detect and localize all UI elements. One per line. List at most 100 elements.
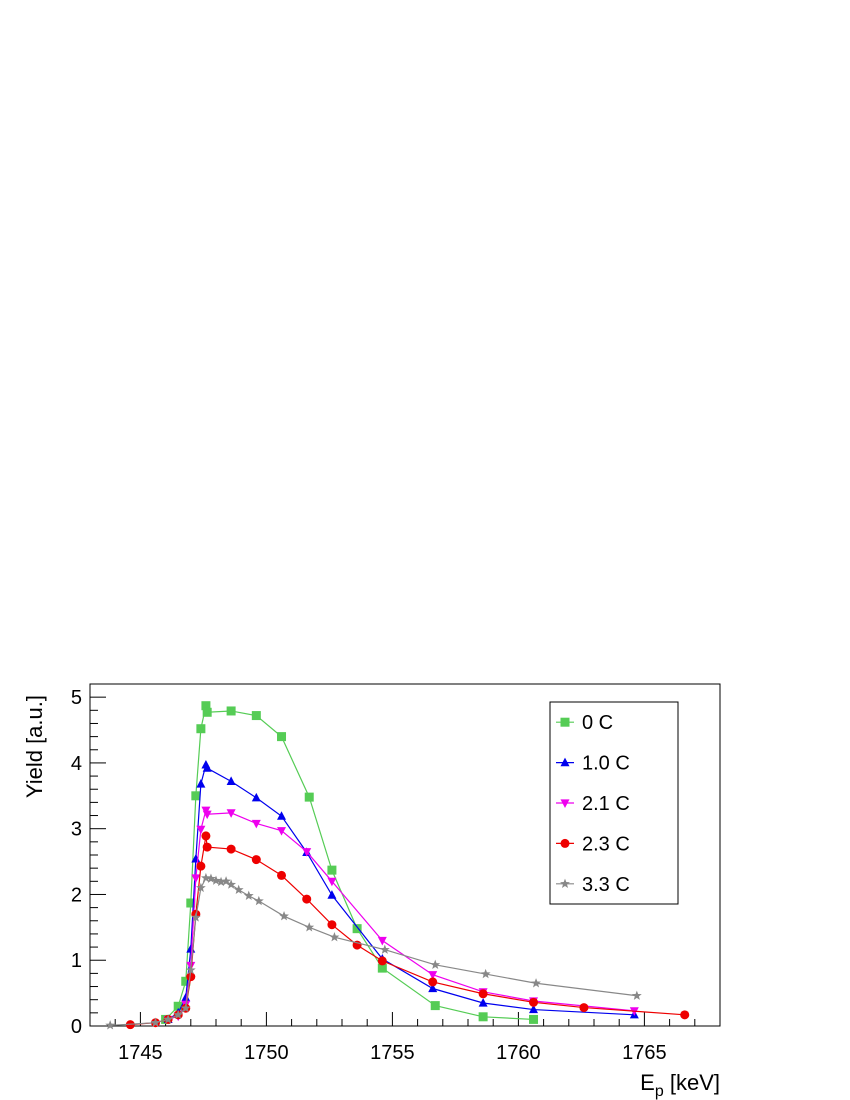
data-point	[226, 844, 236, 854]
data-point	[478, 998, 488, 1007]
legend-marker	[560, 717, 570, 727]
data-point	[531, 978, 541, 988]
legend-label: 1.0 C	[582, 753, 630, 775]
legend-label: 2.3 C	[582, 833, 630, 855]
y-tick-label: 2	[71, 884, 82, 906]
data-point	[105, 1020, 116, 1030]
data-point	[251, 711, 261, 721]
data-point	[327, 865, 337, 875]
data-point	[190, 912, 201, 922]
data-point	[202, 763, 212, 772]
data-point	[185, 964, 196, 975]
legend-marker	[560, 799, 570, 808]
data-point	[226, 706, 236, 716]
data-point	[202, 707, 212, 717]
data-point	[379, 944, 390, 954]
data-point	[529, 1014, 539, 1024]
data-point	[631, 990, 642, 1000]
series-layer	[105, 701, 690, 1030]
data-point	[377, 956, 387, 966]
y-tick-label: 3	[71, 819, 82, 841]
data-point	[377, 936, 387, 946]
data-point	[277, 811, 287, 820]
data-point	[195, 882, 206, 893]
x-axis-title-main: E	[640, 1070, 655, 1095]
series-2-3-c	[125, 831, 690, 1030]
data-point	[211, 875, 221, 885]
data-point	[279, 910, 289, 921]
data-point	[196, 861, 206, 871]
data-point	[430, 1001, 440, 1011]
data-point	[186, 972, 196, 982]
x-tick-label: 1765	[622, 1042, 667, 1064]
data-point	[302, 848, 312, 857]
data-point	[327, 877, 337, 887]
legend-marker	[560, 757, 570, 767]
data-point	[201, 872, 211, 883]
axes: 1745 1750 1755 1760 1765 0 1 2 3 4 5	[71, 683, 721, 1064]
data-point	[226, 879, 237, 889]
data-point	[150, 1017, 161, 1027]
data-point	[226, 776, 236, 785]
data-point	[201, 831, 211, 841]
data-point	[478, 989, 488, 999]
series-3-3-c	[105, 872, 642, 1030]
x-tick-label: 1745	[118, 1042, 163, 1064]
data-point	[243, 890, 254, 900]
data-point	[428, 983, 438, 993]
data-point	[428, 977, 438, 987]
legend-label: 2.1 C	[582, 793, 630, 815]
data-point	[206, 873, 216, 883]
data-point	[480, 968, 491, 979]
data-point	[196, 724, 206, 734]
data-point	[529, 997, 539, 1007]
series-0-c	[161, 701, 539, 1024]
data-point	[352, 924, 362, 934]
data-point	[327, 920, 337, 930]
data-point	[377, 963, 387, 973]
data-point	[181, 976, 191, 986]
data-point	[163, 1014, 174, 1024]
data-point	[216, 876, 226, 887]
data-point	[304, 792, 314, 802]
legend-entry: 1.0 C	[556, 753, 630, 775]
x-tick-label: 1750	[244, 1042, 289, 1064]
y-tick-label: 5	[71, 687, 82, 709]
data-point	[202, 842, 212, 852]
series-line	[165, 705, 534, 1021]
y-axis-title: Yield [a.u.]	[22, 695, 47, 798]
legend-marker	[560, 878, 570, 888]
data-point	[680, 1010, 690, 1020]
data-point	[196, 779, 206, 788]
data-point	[277, 870, 287, 880]
data-point	[173, 1001, 183, 1011]
data-point	[251, 819, 261, 829]
data-point	[277, 732, 287, 742]
legend-label: 0 C	[582, 712, 613, 734]
data-point	[233, 884, 244, 895]
data-point	[253, 895, 264, 906]
series-line	[167, 762, 635, 1020]
legend-marker	[560, 838, 570, 848]
data-point	[478, 1012, 488, 1022]
data-point	[304, 922, 315, 932]
x-tick-label: 1760	[496, 1042, 541, 1064]
legend-label: 3.3 C	[582, 874, 630, 896]
data-point	[302, 894, 312, 904]
legend: 0 C 1.0 C 2.1 C 2.3 C 3.3 C	[549, 701, 679, 905]
data-point	[181, 992, 191, 1002]
legend-entry: 2.3 C	[556, 833, 630, 855]
data-point	[327, 890, 337, 899]
x-axis-title-subscript: p	[655, 1083, 664, 1100]
data-point	[202, 810, 212, 820]
data-point	[221, 876, 231, 886]
data-point	[251, 792, 261, 802]
y-tick-label: 0	[71, 1016, 82, 1038]
data-point	[430, 959, 441, 970]
data-point	[251, 855, 261, 865]
data-point	[196, 825, 206, 835]
data-point	[201, 701, 211, 711]
data-point	[277, 827, 287, 836]
y-tick-label: 4	[71, 753, 82, 775]
